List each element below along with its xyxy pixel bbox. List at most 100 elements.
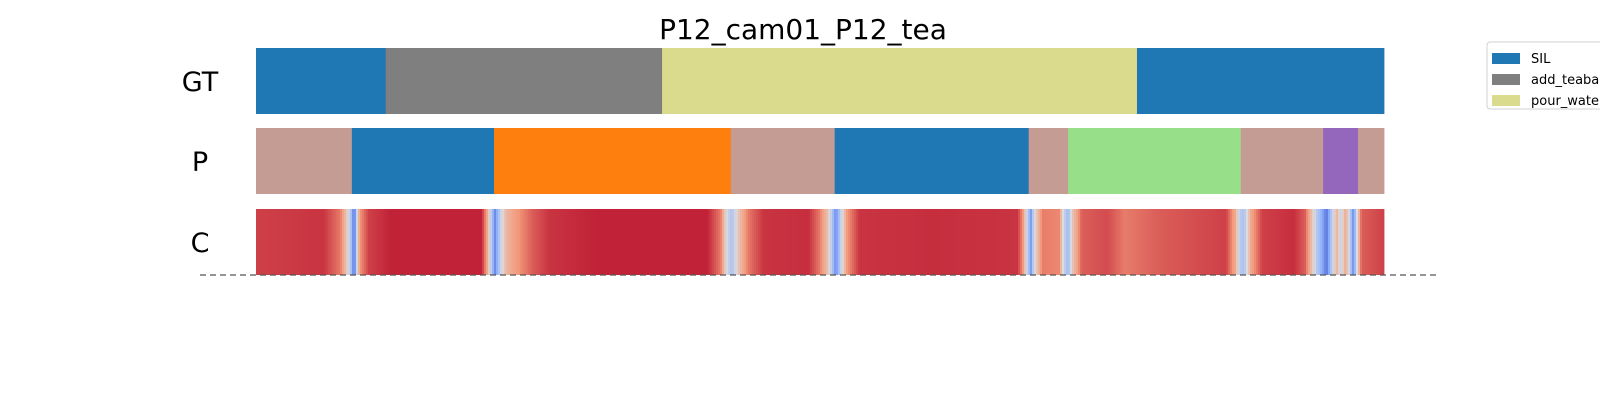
confidence-strip bbox=[1098, 209, 1101, 275]
segment-p-0 bbox=[256, 128, 353, 194]
confidence-strip bbox=[914, 209, 917, 275]
confidence-strip bbox=[1056, 209, 1059, 275]
confidence-strip bbox=[528, 209, 531, 275]
confidence-strip bbox=[1006, 209, 1009, 275]
segment-p-5 bbox=[1028, 128, 1069, 194]
confidence-strip bbox=[1026, 209, 1029, 275]
confidence-strip bbox=[990, 209, 993, 275]
confidence-strip bbox=[976, 209, 979, 275]
confidence-strip bbox=[1354, 209, 1357, 275]
confidence-strip bbox=[1272, 209, 1275, 275]
confidence-strip bbox=[1260, 209, 1263, 275]
confidence-strip bbox=[858, 209, 861, 275]
confidence-strip bbox=[816, 209, 819, 275]
confidence-strip bbox=[1304, 209, 1307, 275]
confidence-strip bbox=[1380, 209, 1383, 275]
confidence-strip bbox=[258, 209, 261, 275]
confidence-strip bbox=[1058, 209, 1061, 275]
confidence-strip bbox=[414, 209, 417, 275]
confidence-strip bbox=[1054, 209, 1057, 275]
confidence-strip bbox=[264, 209, 267, 275]
confidence-strip bbox=[886, 209, 889, 275]
confidence-strip bbox=[1236, 209, 1239, 275]
confidence-strip bbox=[526, 209, 529, 275]
confidence-strip bbox=[680, 209, 683, 275]
confidence-strip bbox=[864, 209, 867, 275]
confidence-strip bbox=[482, 209, 485, 275]
confidence-strip bbox=[648, 209, 651, 275]
confidence-strip bbox=[490, 209, 493, 275]
confidence-strip bbox=[1200, 209, 1203, 275]
confidence-strip bbox=[896, 209, 899, 275]
confidence-strip bbox=[256, 209, 259, 275]
confidence-strip bbox=[422, 209, 425, 275]
confidence-strip bbox=[1358, 209, 1361, 275]
confidence-strip bbox=[468, 209, 471, 275]
confidence-strip bbox=[854, 209, 857, 275]
confidence-strip bbox=[386, 209, 389, 275]
confidence-strip bbox=[474, 209, 477, 275]
confidence-strip bbox=[1160, 209, 1163, 275]
confidence-strip bbox=[504, 209, 507, 275]
confidence-strip bbox=[566, 209, 569, 275]
confidence-strip bbox=[1028, 209, 1031, 275]
confidence-strip bbox=[1142, 209, 1145, 275]
confidence-strip bbox=[1078, 209, 1081, 275]
confidence-strip bbox=[366, 209, 369, 275]
confidence-strip bbox=[876, 209, 879, 275]
segment-p-6 bbox=[1068, 128, 1242, 194]
confidence-strip bbox=[958, 209, 961, 275]
confidence-strip bbox=[1266, 209, 1269, 275]
confidence-strip bbox=[746, 209, 749, 275]
confidence-strip bbox=[1246, 209, 1249, 275]
confidence-strip bbox=[1048, 209, 1051, 275]
segment-gt-2 bbox=[662, 48, 1138, 114]
confidence-strip bbox=[1194, 209, 1197, 275]
confidence-strip bbox=[984, 209, 987, 275]
confidence-strip bbox=[1156, 209, 1159, 275]
confidence-strip bbox=[1022, 209, 1025, 275]
confidence-strip bbox=[1210, 209, 1213, 275]
row-c: C bbox=[191, 209, 1385, 275]
confidence-strip bbox=[708, 209, 711, 275]
confidence-strip bbox=[260, 209, 263, 275]
confidence-strip bbox=[406, 209, 409, 275]
confidence-strip bbox=[1140, 209, 1143, 275]
confidence-strip bbox=[1216, 209, 1219, 275]
confidence-strip bbox=[582, 209, 585, 275]
confidence-strip bbox=[974, 209, 977, 275]
confidence-strip bbox=[810, 209, 813, 275]
confidence-strip bbox=[1040, 209, 1043, 275]
confidence-strip bbox=[1262, 209, 1265, 275]
confidence-strip bbox=[822, 209, 825, 275]
confidence-strip bbox=[1292, 209, 1295, 275]
confidence-strip bbox=[934, 209, 937, 275]
confidence-strip bbox=[454, 209, 457, 275]
confidence-strip bbox=[972, 209, 975, 275]
confidence-strip bbox=[506, 209, 509, 275]
confidence-strip bbox=[626, 209, 629, 275]
confidence-strip bbox=[720, 209, 723, 275]
confidence-strip bbox=[1170, 209, 1173, 275]
segment-p-9 bbox=[1358, 128, 1385, 194]
confidence-strip bbox=[588, 209, 591, 275]
confidence-strip bbox=[900, 209, 903, 275]
confidence-strip bbox=[736, 209, 739, 275]
confidence-strip bbox=[856, 209, 859, 275]
confidence-strip bbox=[434, 209, 437, 275]
confidence-strip bbox=[842, 209, 845, 275]
confidence-strip bbox=[610, 209, 613, 275]
confidence-strip bbox=[778, 209, 781, 275]
confidence-strip bbox=[470, 209, 473, 275]
confidence-strip bbox=[774, 209, 777, 275]
confidence-strip bbox=[874, 209, 877, 275]
confidence-strip bbox=[310, 209, 313, 275]
confidence-strip bbox=[832, 209, 835, 275]
confidence-strip bbox=[346, 209, 349, 275]
confidence-strip bbox=[294, 209, 297, 275]
confidence-strip bbox=[382, 209, 385, 275]
confidence-strip bbox=[278, 209, 281, 275]
confidence-strip bbox=[282, 209, 285, 275]
confidence-strip bbox=[1100, 209, 1103, 275]
confidence-strip bbox=[688, 209, 691, 275]
